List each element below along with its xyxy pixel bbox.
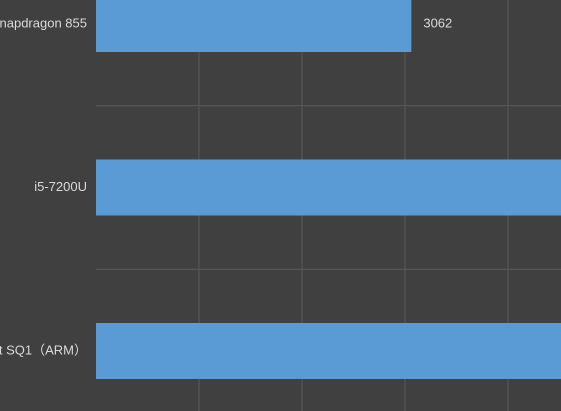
data-label: 3062 bbox=[423, 15, 452, 30]
bar bbox=[96, 159, 561, 216]
bar bbox=[96, 323, 561, 379]
y-tick-label: t SQ1（ARM） bbox=[0, 342, 87, 357]
y-tick-label: i5-7200U bbox=[34, 179, 87, 194]
y-tick-label: napdragon 855 bbox=[0, 15, 87, 30]
bar bbox=[96, 0, 412, 52]
